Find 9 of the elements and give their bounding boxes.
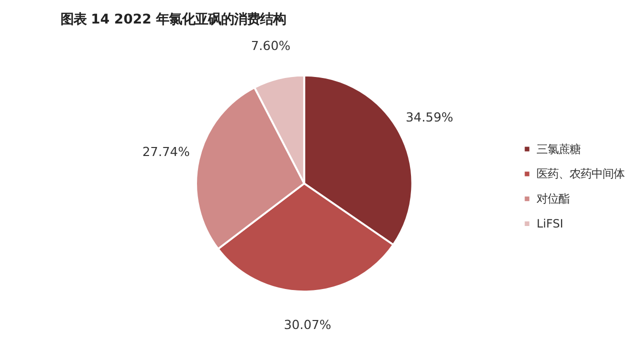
data-label: 7.60%	[250, 38, 291, 53]
data-label: 30.07%	[284, 316, 332, 332]
data-label: 27.74%	[142, 144, 190, 160]
legend-label: 三氯蔗糖	[536, 142, 581, 156]
legend-label: 医药、农药中间体	[536, 166, 625, 181]
legend-label: LiFSI	[536, 216, 564, 230]
chart-title: 图表 14 2022 年氯化亚砜的消费结构	[60, 12, 286, 28]
legend-label: 对位酯	[536, 192, 570, 206]
data-label: 34.59%	[406, 109, 454, 124]
